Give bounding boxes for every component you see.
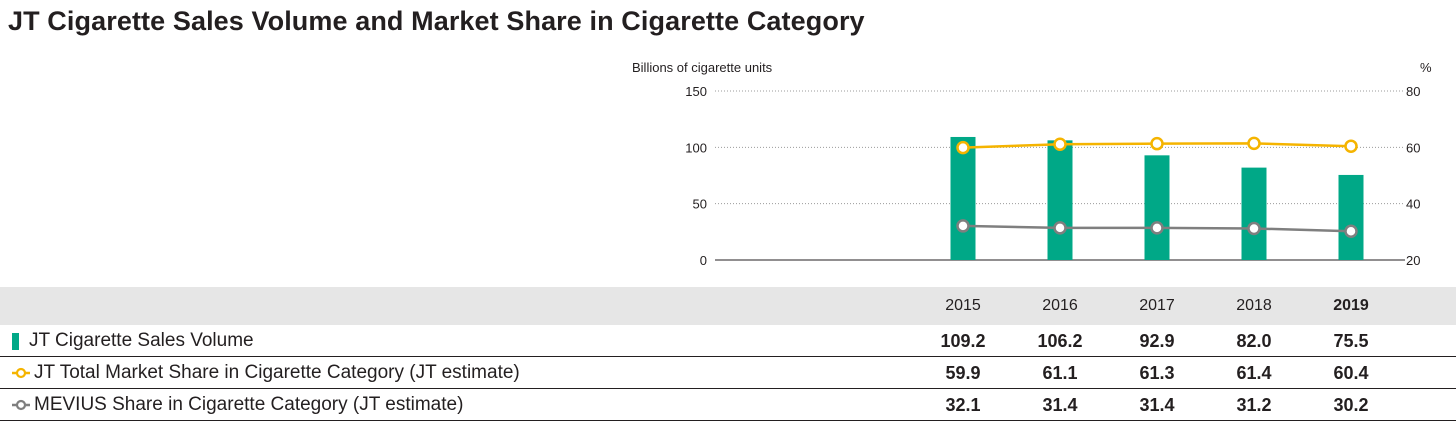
left-tick-label: 150 [685,84,707,99]
row-label-text: JT Cigarette Sales Volume [29,330,254,351]
year-header-2016: 2016 [1042,297,1078,314]
table-body: JT Cigarette Sales Volume 109.2 106.2 92.9 8… [0,325,1456,421]
value-cell-2018: 31.2 [1236,395,1272,415]
right-tick-label: 20 [1406,253,1420,268]
line-marker-2018 [1247,221,1261,236]
value-cell-2017: 31.4 [1139,395,1175,415]
left-axis-unit-label: Billions of cigarette units [632,60,773,75]
year-header-2015: 2015 [945,297,981,314]
row-label: MEVIUS Share in Cigarette Category (JT e… [12,394,463,416]
bar-2015 [950,136,976,260]
legend-bar-icon [12,332,19,350]
line-marker-2016 [1053,137,1067,151]
value-cell-2015: 32.1 [945,395,981,415]
bar-2019 [1338,174,1364,260]
right-tick-label: 60 [1406,140,1420,155]
bar-2017 [1144,155,1170,260]
value-cell-2019: 75.5 [1333,331,1369,351]
year-header-2019: 2019 [1333,297,1369,314]
row-label: JT Total Market Share in Cigarette Categ… [12,362,520,384]
right-tick-label: 40 [1406,197,1420,212]
combo-chart: 150 80 100 60 50 40 0 20 [685,84,1420,268]
value-cell-2016: 61.1 [1042,363,1078,383]
bar-2018 [1241,167,1267,260]
chart-title: JT Cigarette Sales Volume and Market Sha… [8,6,865,36]
table-header-row: 2015 2016 2017 2018 2019 [0,287,1456,325]
line-marker-2017 [1150,136,1164,151]
data-table: 2015 2016 2017 2018 2019 JT Cigarette Sales … [0,287,1456,421]
table-row: MEVIUS Share in Cigarette Category (JT e… [0,389,1456,421]
value-cell-2016: 106.2 [1037,331,1083,351]
left-tick-label: 0 [700,253,707,268]
left-tick-label: 100 [685,140,707,155]
legend-line-marker-icon [12,367,30,379]
right-axis-unit-label: % [1420,60,1432,75]
line-marker-2018 [1247,136,1261,151]
value-cell-2015: 59.9 [945,363,981,383]
line-marker-2019 [1344,224,1358,239]
value-cell-2017: 61.3 [1139,363,1175,383]
line-marker-2015 [956,219,970,233]
left-tick-label: 50 [693,197,707,212]
y-axis-ticks: 150 80 100 60 50 40 0 20 [685,84,1420,268]
value-cell-2015: 109.2 [940,331,986,351]
year-header-2017: 2017 [1139,297,1175,314]
value-cell-2019: 30.2 [1333,395,1369,415]
line-marker-2015 [956,140,970,155]
bars [950,136,1364,260]
value-cell-2017: 92.9 [1139,331,1175,351]
row-label-text: MEVIUS Share in Cigarette Category (JT e… [34,394,464,415]
legend-line-marker-icon [12,399,30,411]
line-marker-2019 [1344,139,1358,153]
value-cell-2019: 60.4 [1333,363,1369,383]
right-tick-label: 80 [1406,84,1420,99]
line-marker-2017 [1150,221,1164,235]
value-cell-2018: 61.4 [1236,363,1272,383]
share-lines [956,136,1358,239]
table-row: JT Total Market Share in Cigarette Categ… [0,357,1456,389]
line-marker-2016 [1053,221,1067,235]
bar-2016 [1047,140,1073,260]
year-header-2018: 2018 [1236,297,1272,314]
value-cell-2016: 31.4 [1042,395,1078,415]
row-label-text: JT Total Market Share in Cigarette Categ… [34,362,520,383]
row-label: JT Cigarette Sales Volume [12,330,254,352]
table-row: JT Cigarette Sales Volume 109.2 106.2 92.9 8… [0,325,1456,357]
value-cell-2018: 82.0 [1236,331,1272,351]
